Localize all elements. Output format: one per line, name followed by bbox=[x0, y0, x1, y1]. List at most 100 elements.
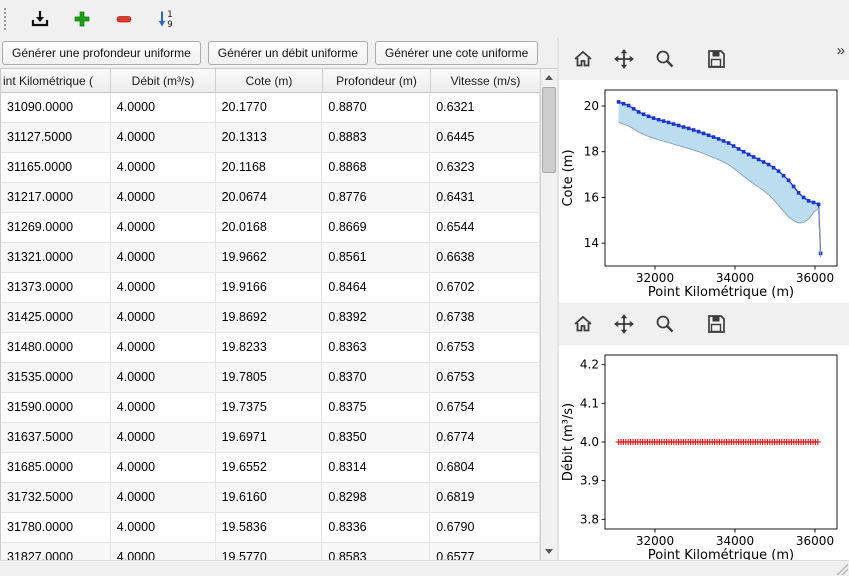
table-cell[interactable]: 4.0000 bbox=[111, 483, 216, 512]
table-cell[interactable]: 31373.0000 bbox=[1, 273, 111, 302]
zoom-button-2[interactable] bbox=[651, 310, 679, 338]
save-figure-button-2[interactable] bbox=[702, 310, 730, 338]
table-cell[interactable]: 4.0000 bbox=[111, 393, 216, 422]
scroll-up-arrow[interactable] bbox=[541, 69, 557, 85]
table-cell[interactable]: 19.6160 bbox=[216, 483, 323, 512]
remove-row-button[interactable] bbox=[109, 4, 139, 34]
table-cell[interactable]: 4.0000 bbox=[111, 183, 216, 212]
table-cell[interactable]: 0.8561 bbox=[322, 243, 431, 272]
table-cell[interactable]: 0.6702 bbox=[430, 273, 540, 302]
table-cell[interactable]: 31827.0000 bbox=[1, 543, 111, 560]
table-row[interactable]: 31090.0000 4.0000 20.1770 0.8870 0.6321 bbox=[1, 93, 540, 123]
table-row[interactable]: 31425.0000 4.0000 19.8692 0.8392 0.6738 bbox=[1, 303, 540, 333]
column-header-point-kilometrique[interactable]: int Kilométrique ( bbox=[1, 69, 111, 92]
table-cell[interactable]: 20.1770 bbox=[216, 93, 323, 122]
table-cell[interactable]: 31637.5000 bbox=[1, 423, 111, 452]
table-row[interactable]: 31480.0000 4.0000 19.8233 0.8363 0.6753 bbox=[1, 333, 540, 363]
table-cell[interactable]: 0.6790 bbox=[430, 513, 540, 542]
table-cell[interactable]: 0.8669 bbox=[322, 213, 431, 242]
table-cell[interactable]: 19.5770 bbox=[216, 543, 323, 560]
table-cell[interactable]: 31269.0000 bbox=[1, 213, 111, 242]
table-row[interactable]: 31590.0000 4.0000 19.7375 0.8375 0.6754 bbox=[1, 393, 540, 423]
table-cell[interactable]: 31480.0000 bbox=[1, 333, 111, 362]
table-cell[interactable]: 20.1168 bbox=[216, 153, 323, 182]
generate-cote-button[interactable]: Générer une cote uniforme bbox=[374, 41, 539, 65]
table-cell[interactable]: 0.6577 bbox=[430, 543, 540, 560]
table-cell[interactable]: 31425.0000 bbox=[1, 303, 111, 332]
table-row[interactable]: 31127.5000 4.0000 20.1313 0.8883 0.6445 bbox=[1, 123, 540, 153]
table-cell[interactable]: 20.0674 bbox=[216, 183, 323, 212]
table-cell[interactable]: 0.6754 bbox=[430, 393, 540, 422]
table-cell[interactable]: 31590.0000 bbox=[1, 393, 111, 422]
table-cell[interactable]: 0.8870 bbox=[322, 93, 431, 122]
home-button-2[interactable] bbox=[569, 310, 597, 338]
import-button[interactable] bbox=[25, 4, 55, 34]
table-cell[interactable]: 0.6774 bbox=[430, 423, 540, 452]
table-cell[interactable]: 0.6638 bbox=[430, 243, 540, 272]
table-row[interactable]: 31165.0000 4.0000 20.1168 0.8868 0.6323 bbox=[1, 153, 540, 183]
generate-profondeur-button[interactable]: Générer une profondeur uniforme bbox=[2, 41, 201, 65]
table-cell[interactable]: 0.8776 bbox=[322, 183, 431, 212]
table-row[interactable]: 31217.0000 4.0000 20.0674 0.8776 0.6431 bbox=[1, 183, 540, 213]
table-row[interactable]: 31535.0000 4.0000 19.7805 0.8370 0.6753 bbox=[1, 363, 540, 393]
table-cell[interactable]: 19.7805 bbox=[216, 363, 323, 392]
toolbar-drag-handle[interactable] bbox=[4, 8, 11, 30]
table-cell[interactable]: 4.0000 bbox=[111, 213, 216, 242]
table-row[interactable]: 31780.0000 4.0000 19.5836 0.8336 0.6790 bbox=[1, 513, 540, 543]
table-cell[interactable]: 0.6753 bbox=[430, 333, 540, 362]
table-cell[interactable]: 0.6321 bbox=[430, 93, 540, 122]
table-cell[interactable]: 0.8363 bbox=[322, 333, 431, 362]
add-row-button[interactable] bbox=[67, 4, 97, 34]
table-cell[interactable]: 0.8336 bbox=[322, 513, 431, 542]
scroll-down-arrow[interactable] bbox=[541, 544, 557, 560]
table-cell[interactable]: 0.8868 bbox=[322, 153, 431, 182]
pan-button-2[interactable] bbox=[610, 310, 638, 338]
table-cell[interactable]: 31217.0000 bbox=[1, 183, 111, 212]
table-cell[interactable]: 4.0000 bbox=[111, 273, 216, 302]
table-cell[interactable]: 19.9662 bbox=[216, 243, 323, 272]
table-cell[interactable]: 0.6445 bbox=[430, 123, 540, 152]
table-cell[interactable]: 19.5836 bbox=[216, 513, 323, 542]
table-cell[interactable]: 0.6544 bbox=[430, 213, 540, 242]
column-header-profondeur[interactable]: Profondeur (m) bbox=[323, 69, 431, 92]
table-cell[interactable]: 4.0000 bbox=[111, 123, 216, 152]
home-button[interactable] bbox=[569, 45, 597, 73]
table-cell[interactable]: 0.8314 bbox=[322, 453, 431, 482]
vertical-scrollbar[interactable] bbox=[540, 69, 557, 560]
table-cell[interactable]: 4.0000 bbox=[111, 513, 216, 542]
column-header-vitesse[interactable]: Vitesse (m/s) bbox=[431, 69, 541, 92]
table-cell[interactable]: 20.1313 bbox=[216, 123, 323, 152]
table-cell[interactable]: 31165.0000 bbox=[1, 153, 111, 182]
table-row[interactable]: 31732.5000 4.0000 19.6160 0.8298 0.6819 bbox=[1, 483, 540, 513]
table-cell[interactable]: 0.8583 bbox=[322, 543, 431, 560]
save-figure-button[interactable] bbox=[702, 45, 730, 73]
table-cell[interactable]: 19.8233 bbox=[216, 333, 323, 362]
table-cell[interactable]: 31685.0000 bbox=[1, 453, 111, 482]
table-cell[interactable]: 0.6804 bbox=[430, 453, 540, 482]
table-cell[interactable]: 19.9166 bbox=[216, 273, 323, 302]
pan-button[interactable] bbox=[610, 45, 638, 73]
table-cell[interactable]: 20.0168 bbox=[216, 213, 323, 242]
table-cell[interactable]: 4.0000 bbox=[111, 303, 216, 332]
table-cell[interactable]: 4.0000 bbox=[111, 363, 216, 392]
generate-debit-button[interactable]: Générer un débit uniforme bbox=[207, 41, 368, 65]
table-row[interactable]: 31637.5000 4.0000 19.6971 0.8350 0.6774 bbox=[1, 423, 540, 453]
table-cell[interactable]: 0.8464 bbox=[322, 273, 431, 302]
table-cell[interactable]: 19.6971 bbox=[216, 423, 323, 452]
table-cell[interactable]: 0.8350 bbox=[322, 423, 431, 452]
table-cell[interactable]: 0.8392 bbox=[322, 303, 431, 332]
table-cell[interactable]: 31127.5000 bbox=[1, 123, 111, 152]
table-cell[interactable]: 19.6552 bbox=[216, 453, 323, 482]
table-cell[interactable]: 4.0000 bbox=[111, 333, 216, 362]
table-cell[interactable]: 31090.0000 bbox=[1, 93, 111, 122]
table-cell[interactable]: 0.6323 bbox=[430, 153, 540, 182]
column-header-debit[interactable]: Débit (m³/s) bbox=[111, 69, 216, 92]
table-cell[interactable]: 31732.5000 bbox=[1, 483, 111, 512]
table-cell[interactable]: 31321.0000 bbox=[1, 243, 111, 272]
table-cell[interactable]: 0.8883 bbox=[322, 123, 431, 152]
table-row[interactable]: 31269.0000 4.0000 20.0168 0.8669 0.6544 bbox=[1, 213, 540, 243]
table-row[interactable]: 31685.0000 4.0000 19.6552 0.8314 0.6804 bbox=[1, 453, 540, 483]
table-cell[interactable]: 19.7375 bbox=[216, 393, 323, 422]
table-cell[interactable]: 31535.0000 bbox=[1, 363, 111, 392]
column-header-cote[interactable]: Cote (m) bbox=[216, 69, 323, 92]
